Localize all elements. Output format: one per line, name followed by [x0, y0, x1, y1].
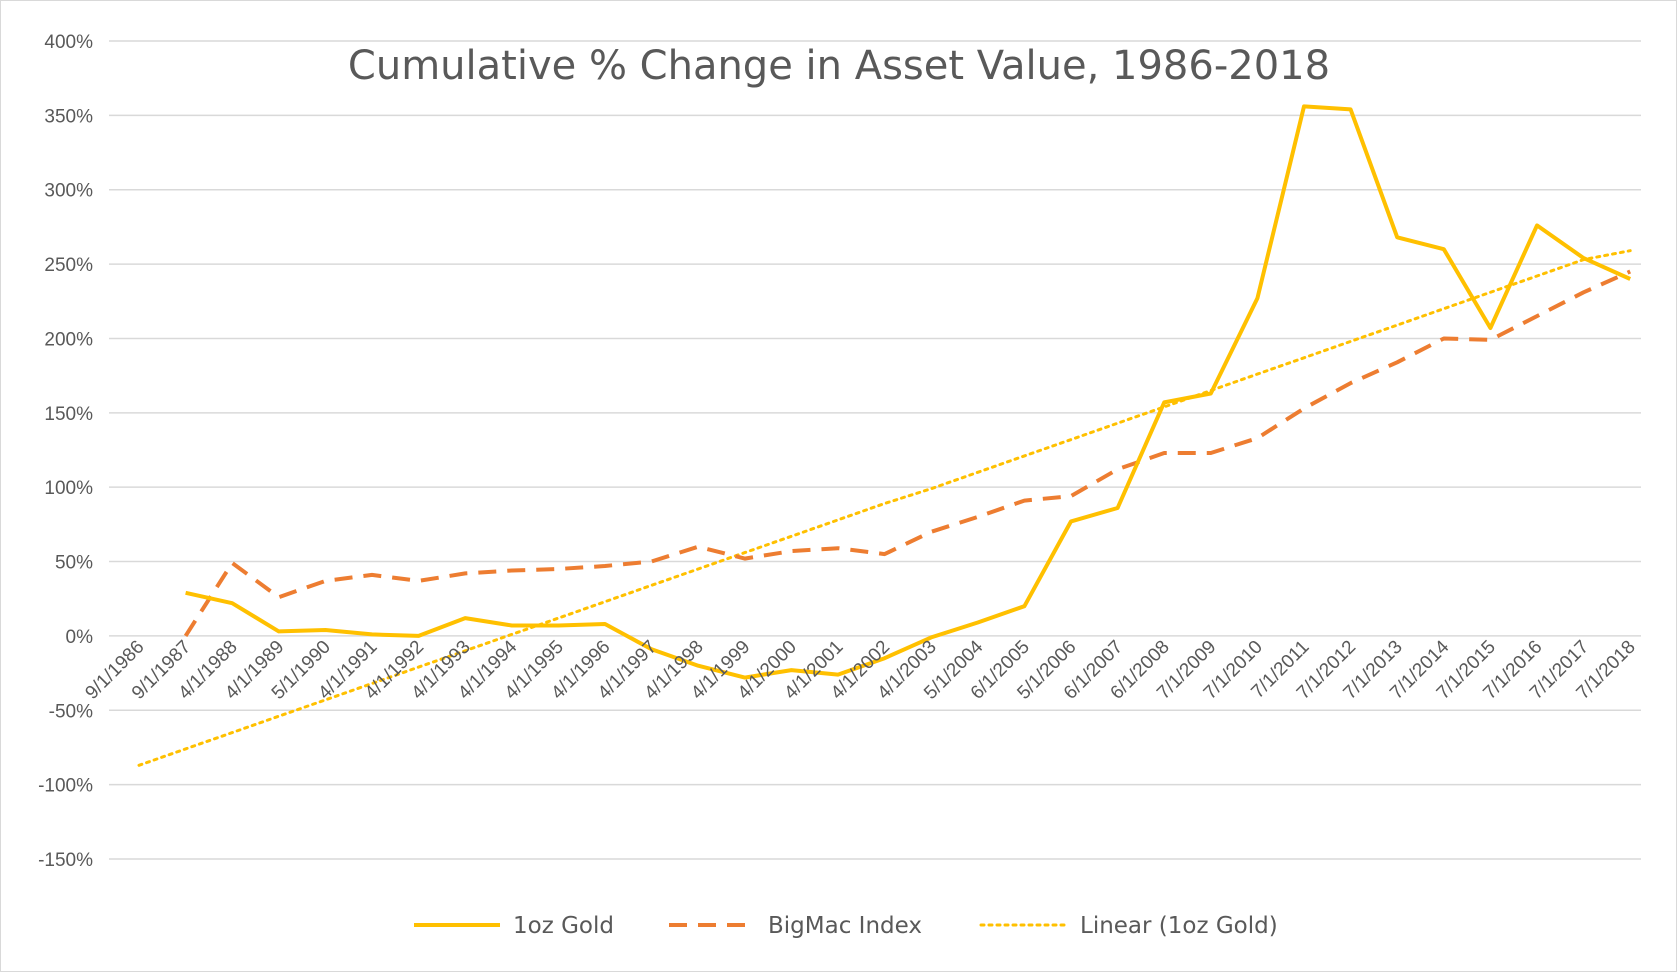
y-tick-label: 150% [44, 404, 93, 425]
y-tick-label: 200% [44, 329, 93, 350]
legend-item: 1oz Gold [414, 913, 614, 939]
chart-title: Cumulative % Change in Asset Value, 1986… [348, 43, 1330, 89]
legend: 1oz Gold BigMac Index Linear (1oz Gold) [414, 913, 1278, 939]
y-tick-label: 100% [44, 478, 93, 499]
legend-item: Linear (1oz Gold) [981, 913, 1278, 939]
legend-label: BigMac Index [768, 913, 922, 939]
series-line-bigmac-index [186, 272, 1631, 636]
y-tick-label: 300% [44, 181, 93, 202]
series-line-1oz-gold [186, 106, 1631, 677]
gridlines [109, 41, 1641, 859]
y-tick-label: 400% [44, 32, 93, 53]
y-tick-label: -150% [38, 850, 93, 871]
y-tick-label: 50% [55, 553, 93, 574]
y-tick-label: -100% [38, 776, 93, 797]
y-axis-tick-labels: 400% 350% 300% 250% 200% 150% 100% 50% 0% -50% -10… [38, 32, 93, 871]
y-tick-label: 350% [44, 106, 93, 127]
legend-label: 1oz Gold [513, 913, 614, 939]
y-tick-label: 250% [44, 255, 93, 276]
legend-label: Linear (1oz Gold) [1080, 913, 1278, 939]
legend-item: BigMac Index [669, 913, 922, 939]
x-axis-tick-labels: 9/1/19869/1/19874/1/19884/1/19895/1/1990… [81, 636, 1639, 703]
y-tick-label: 0% [66, 627, 94, 648]
y-tick-label: -50% [49, 701, 93, 722]
